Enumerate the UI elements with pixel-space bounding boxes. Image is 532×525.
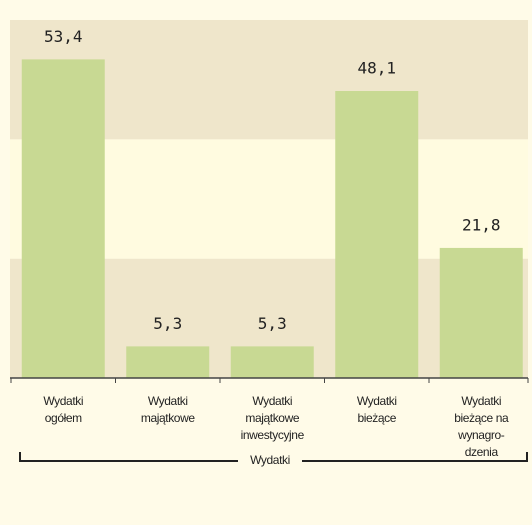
group-label: Wydatki: [250, 453, 290, 467]
x-tick-label: bieżące: [357, 411, 396, 425]
value-label: 5,3: [153, 314, 182, 333]
value-label: 21,8: [462, 215, 501, 234]
value-label: 48,1: [357, 59, 396, 78]
bar: [21, 59, 105, 378]
x-tick-label: Wydatki: [461, 394, 501, 408]
bar: [439, 247, 523, 378]
x-tick-label: bieżące na: [454, 411, 509, 425]
x-tick-label: Wydatki: [357, 394, 397, 408]
bar: [126, 346, 210, 378]
x-tick-label: Wydatki: [252, 394, 292, 408]
bar: [230, 346, 314, 378]
bar: [335, 91, 419, 379]
x-tick-label: dzenia: [465, 445, 499, 459]
x-tick-label: majątkowe: [245, 411, 299, 425]
group-label-bg: [238, 453, 302, 469]
x-tick-label: majątkowe: [141, 411, 195, 425]
x-tick-label: Wydatki: [148, 394, 188, 408]
value-label: 53,4: [44, 27, 83, 46]
x-tick-label: inwestycyjne: [241, 428, 305, 442]
x-tick-label: wynagro-: [457, 428, 505, 442]
x-tick-label: Wydatki: [43, 394, 83, 408]
x-tick-label: ogółem: [45, 411, 82, 425]
value-label: 5,3: [258, 314, 287, 333]
